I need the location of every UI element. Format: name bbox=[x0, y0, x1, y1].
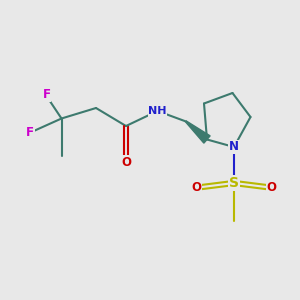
Text: F: F bbox=[43, 88, 50, 101]
Text: O: O bbox=[191, 181, 202, 194]
Polygon shape bbox=[186, 121, 210, 143]
Text: O: O bbox=[266, 181, 277, 194]
Text: O: O bbox=[121, 155, 131, 169]
Text: S: S bbox=[229, 176, 239, 190]
Text: NH: NH bbox=[148, 106, 167, 116]
Text: F: F bbox=[26, 125, 34, 139]
Text: N: N bbox=[229, 140, 239, 154]
